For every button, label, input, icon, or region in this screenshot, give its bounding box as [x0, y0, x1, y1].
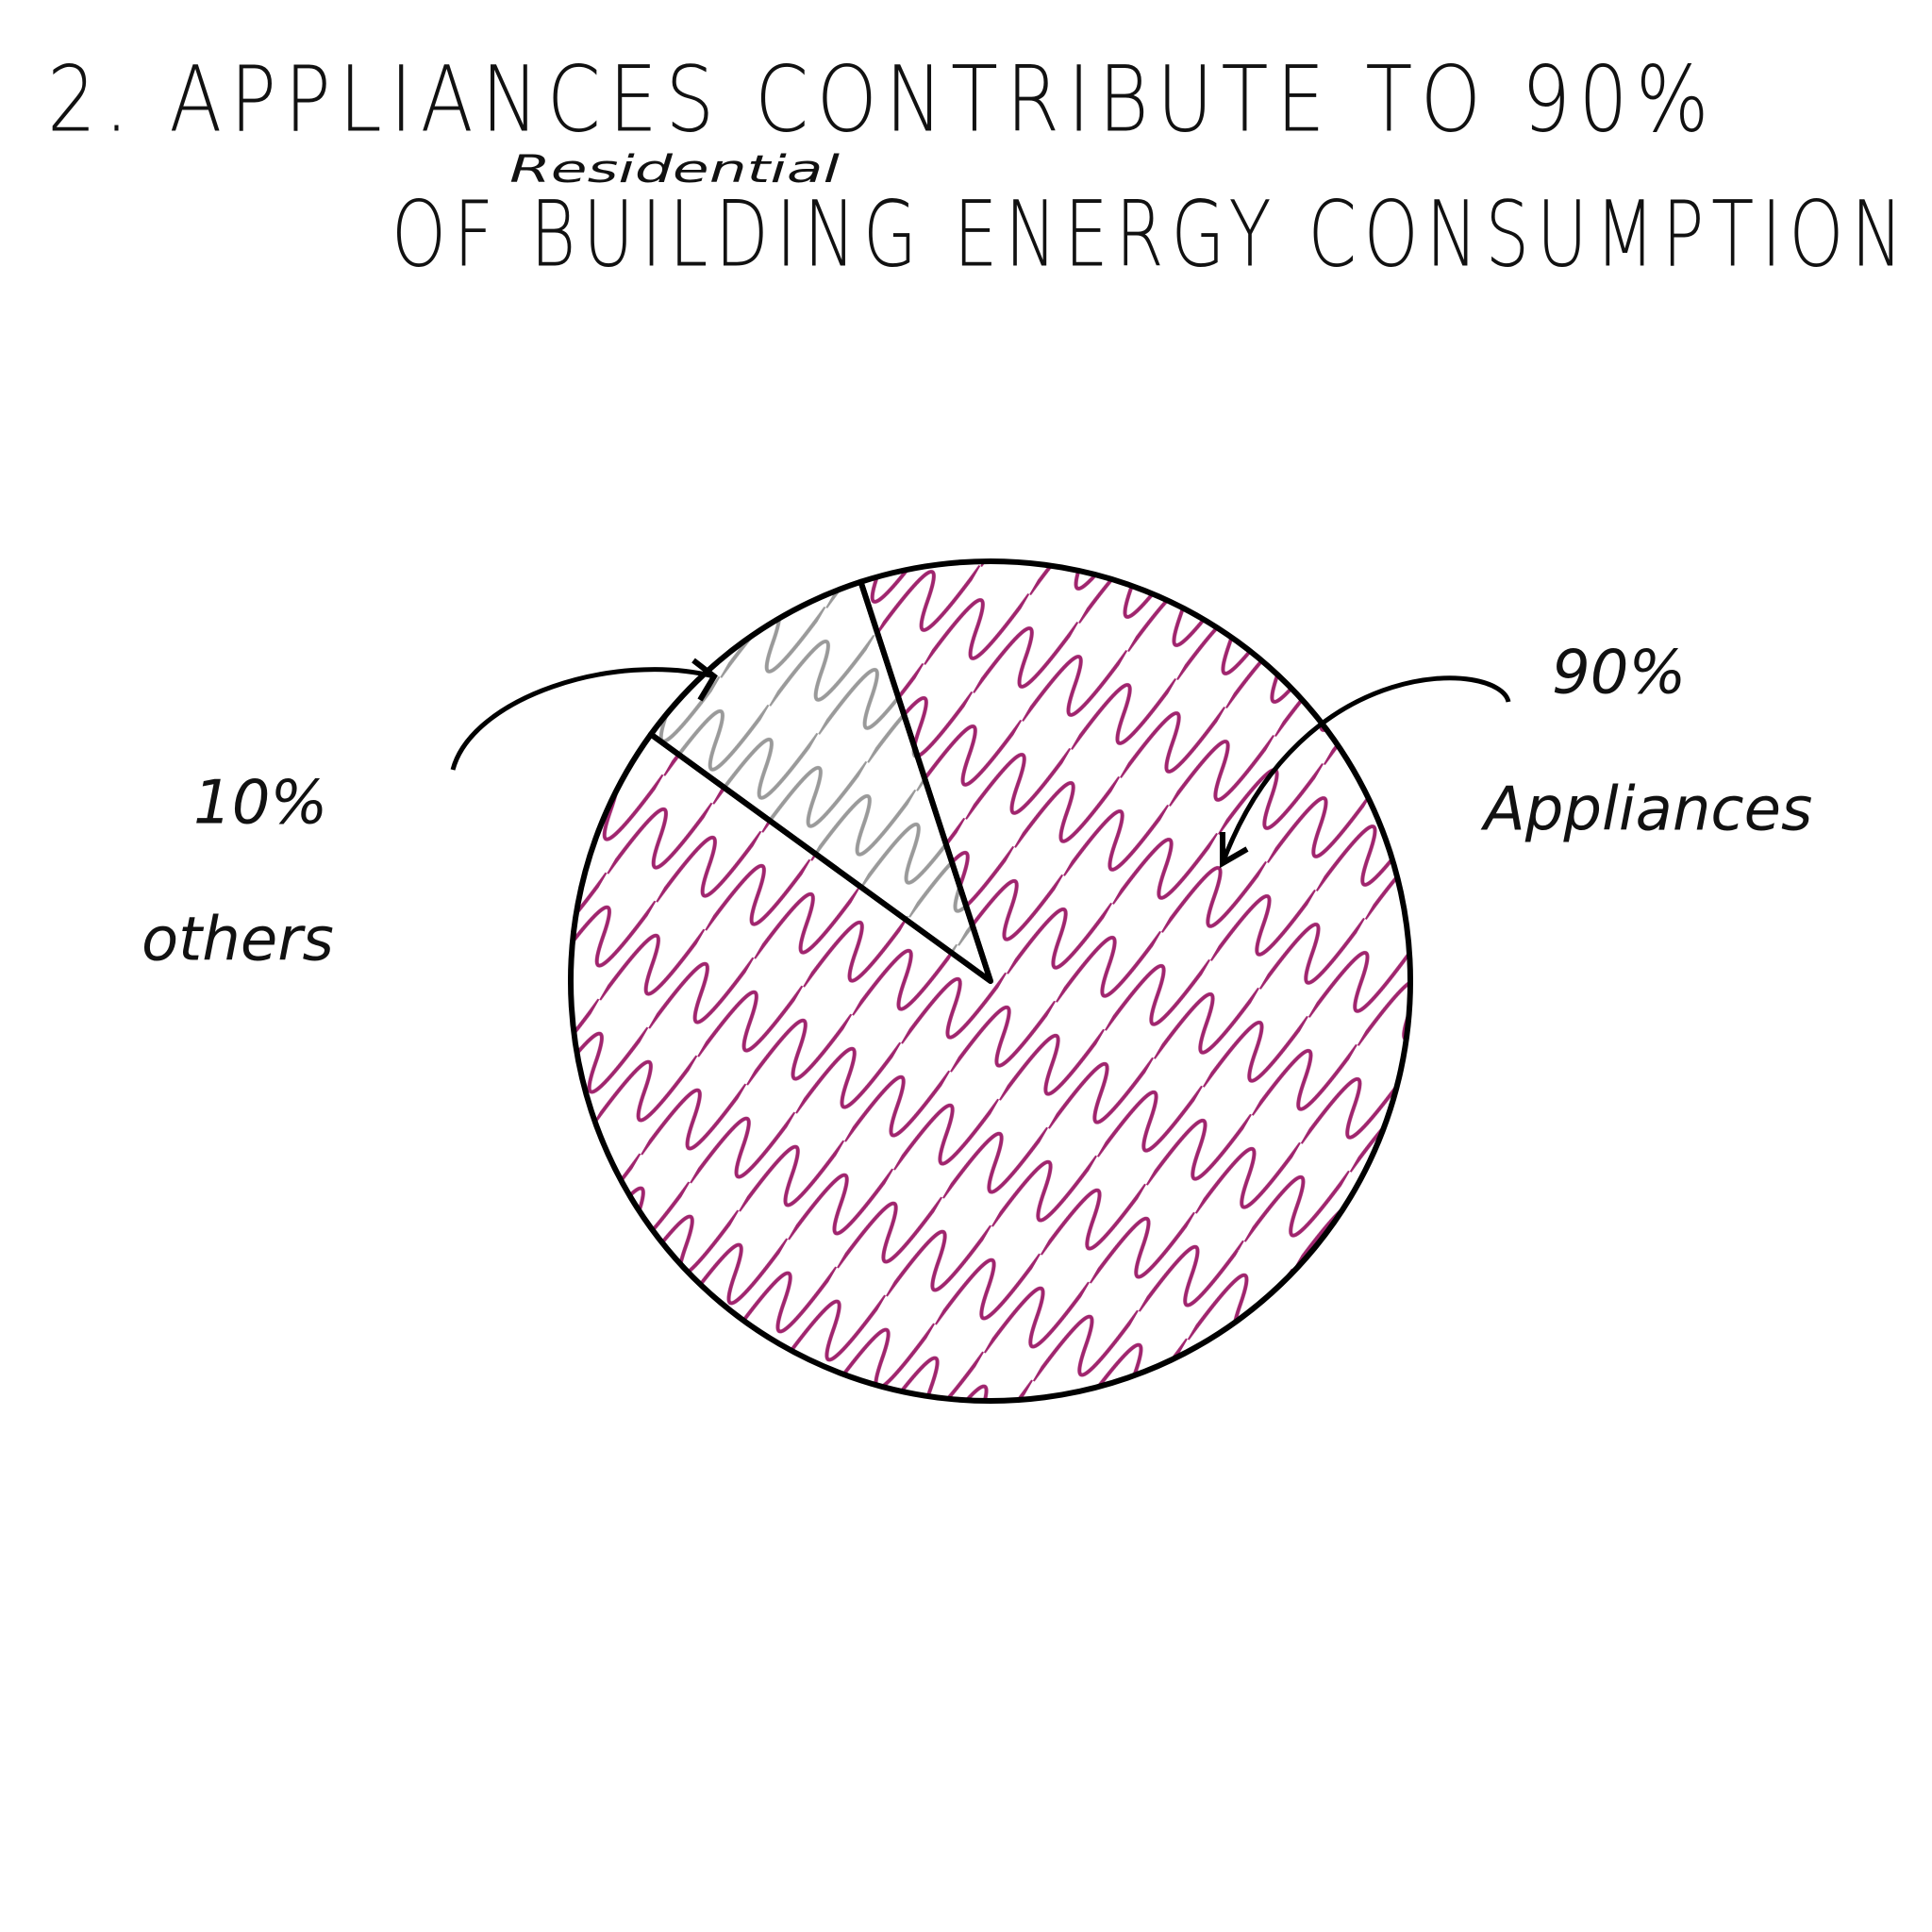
pie-slice: [568, 558, 1413, 1404]
slice-label: others: [142, 906, 334, 975]
pie-slice: [647, 578, 993, 984]
value-label: 90%: [1552, 639, 1686, 708]
arrow-head: [1220, 832, 1249, 869]
arrow-head: [691, 658, 718, 702]
chart-title: 2. APPLIANCES CONTRIBUTE TO 90%: [47, 46, 1717, 152]
chart-subtitle: OF BUILDING ENERGY CONSUMPTION: [391, 181, 1910, 287]
leader-arrow: [450, 667, 715, 771]
leader-arrow: [1220, 675, 1511, 864]
value-label: 10%: [193, 769, 327, 839]
slice-label: Appliances: [1480, 775, 1812, 845]
annotation: Residential: [509, 148, 840, 192]
pie: [568, 558, 1413, 1404]
